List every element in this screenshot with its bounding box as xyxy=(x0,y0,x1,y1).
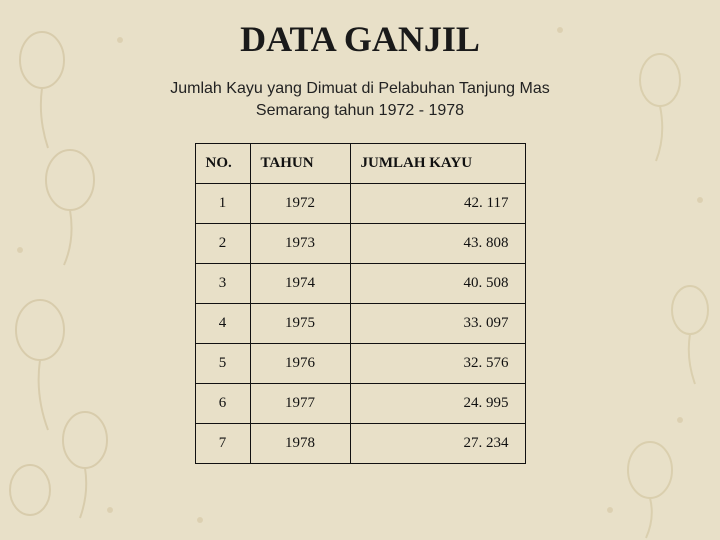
table-row: 2 1973 43. 808 xyxy=(195,224,525,264)
col-header-no: NO. xyxy=(195,144,250,184)
cell-no: 4 xyxy=(195,304,250,344)
cell-jumlah: 42. 117 xyxy=(350,184,525,224)
cell-tahun: 1976 xyxy=(250,344,350,384)
cell-jumlah: 27. 234 xyxy=(350,424,525,464)
col-header-tahun: TAHUN xyxy=(250,144,350,184)
col-header-jumlah: JUMLAH KAYU xyxy=(350,144,525,184)
table-row: 1 1972 42. 117 xyxy=(195,184,525,224)
cell-jumlah: 33. 097 xyxy=(350,304,525,344)
table-row: 6 1977 24. 995 xyxy=(195,384,525,424)
subtitle-line1: Jumlah Kayu yang Dimuat di Pelabuhan Tan… xyxy=(170,80,550,97)
table-row: 7 1978 27. 234 xyxy=(195,424,525,464)
table-row: 5 1976 32. 576 xyxy=(195,344,525,384)
table-header-row: NO. TAHUN JUMLAH KAYU xyxy=(195,144,525,184)
cell-jumlah: 43. 808 xyxy=(350,224,525,264)
cell-jumlah: 40. 508 xyxy=(350,264,525,304)
cell-tahun: 1973 xyxy=(250,224,350,264)
cell-tahun: 1978 xyxy=(250,424,350,464)
cell-no: 2 xyxy=(195,224,250,264)
cell-no: 6 xyxy=(195,384,250,424)
data-table: NO. TAHUN JUMLAH KAYU 1 1972 42. 117 2 1… xyxy=(195,143,526,464)
cell-tahun: 1975 xyxy=(250,304,350,344)
table-row: 3 1974 40. 508 xyxy=(195,264,525,304)
cell-no: 5 xyxy=(195,344,250,384)
subtitle-line2: Semarang tahun 1972 - 1978 xyxy=(256,102,464,119)
cell-tahun: 1972 xyxy=(250,184,350,224)
cell-tahun: 1977 xyxy=(250,384,350,424)
page-title: DATA GANJIL xyxy=(0,0,720,60)
table-row: 4 1975 33. 097 xyxy=(195,304,525,344)
cell-no: 3 xyxy=(195,264,250,304)
cell-jumlah: 24. 995 xyxy=(350,384,525,424)
cell-jumlah: 32. 576 xyxy=(350,344,525,384)
cell-no: 7 xyxy=(195,424,250,464)
subtitle: Jumlah Kayu yang Dimuat di Pelabuhan Tan… xyxy=(0,78,720,121)
cell-tahun: 1974 xyxy=(250,264,350,304)
cell-no: 1 xyxy=(195,184,250,224)
